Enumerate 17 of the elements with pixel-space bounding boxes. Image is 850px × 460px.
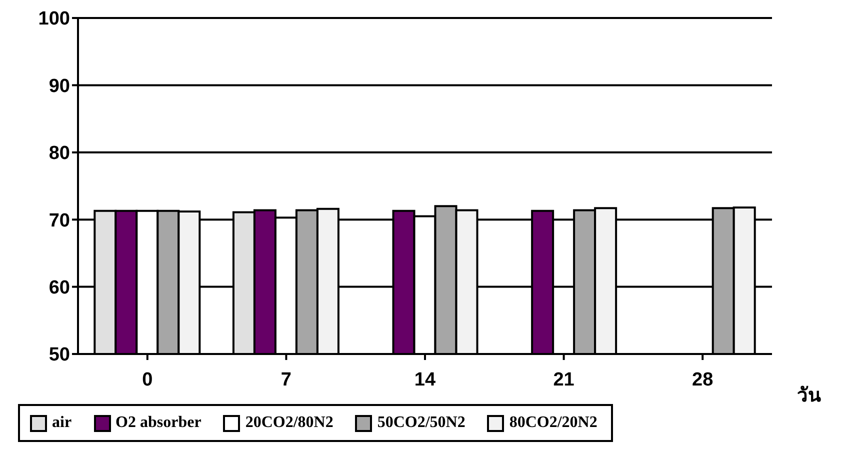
legend-label: 20CO2/80N2 bbox=[245, 414, 334, 432]
y-tick-label: 90 bbox=[48, 76, 70, 97]
y-tick-label: 60 bbox=[48, 278, 70, 299]
legend-label: air bbox=[52, 414, 72, 432]
legend-label: 80CO2/20N2 bbox=[509, 414, 598, 432]
x-tick-label: 28 bbox=[692, 369, 714, 390]
x-tick-label: 14 bbox=[414, 369, 436, 390]
y-tick-label: 70 bbox=[48, 210, 70, 232]
legend-label: O2 absorber bbox=[116, 414, 202, 432]
x-tick-label: 21 bbox=[553, 369, 575, 390]
x-tick-label: 7 bbox=[280, 369, 292, 390]
x-tick-label: 0 bbox=[142, 369, 153, 390]
legend-label: 50CO2/50N2 bbox=[377, 414, 466, 432]
x-axis-title: วัน bbox=[797, 386, 821, 407]
y-tick-label: 100 bbox=[38, 8, 70, 30]
y-tick-label: 80 bbox=[48, 143, 70, 164]
y-tick-label: 50 bbox=[48, 344, 70, 366]
